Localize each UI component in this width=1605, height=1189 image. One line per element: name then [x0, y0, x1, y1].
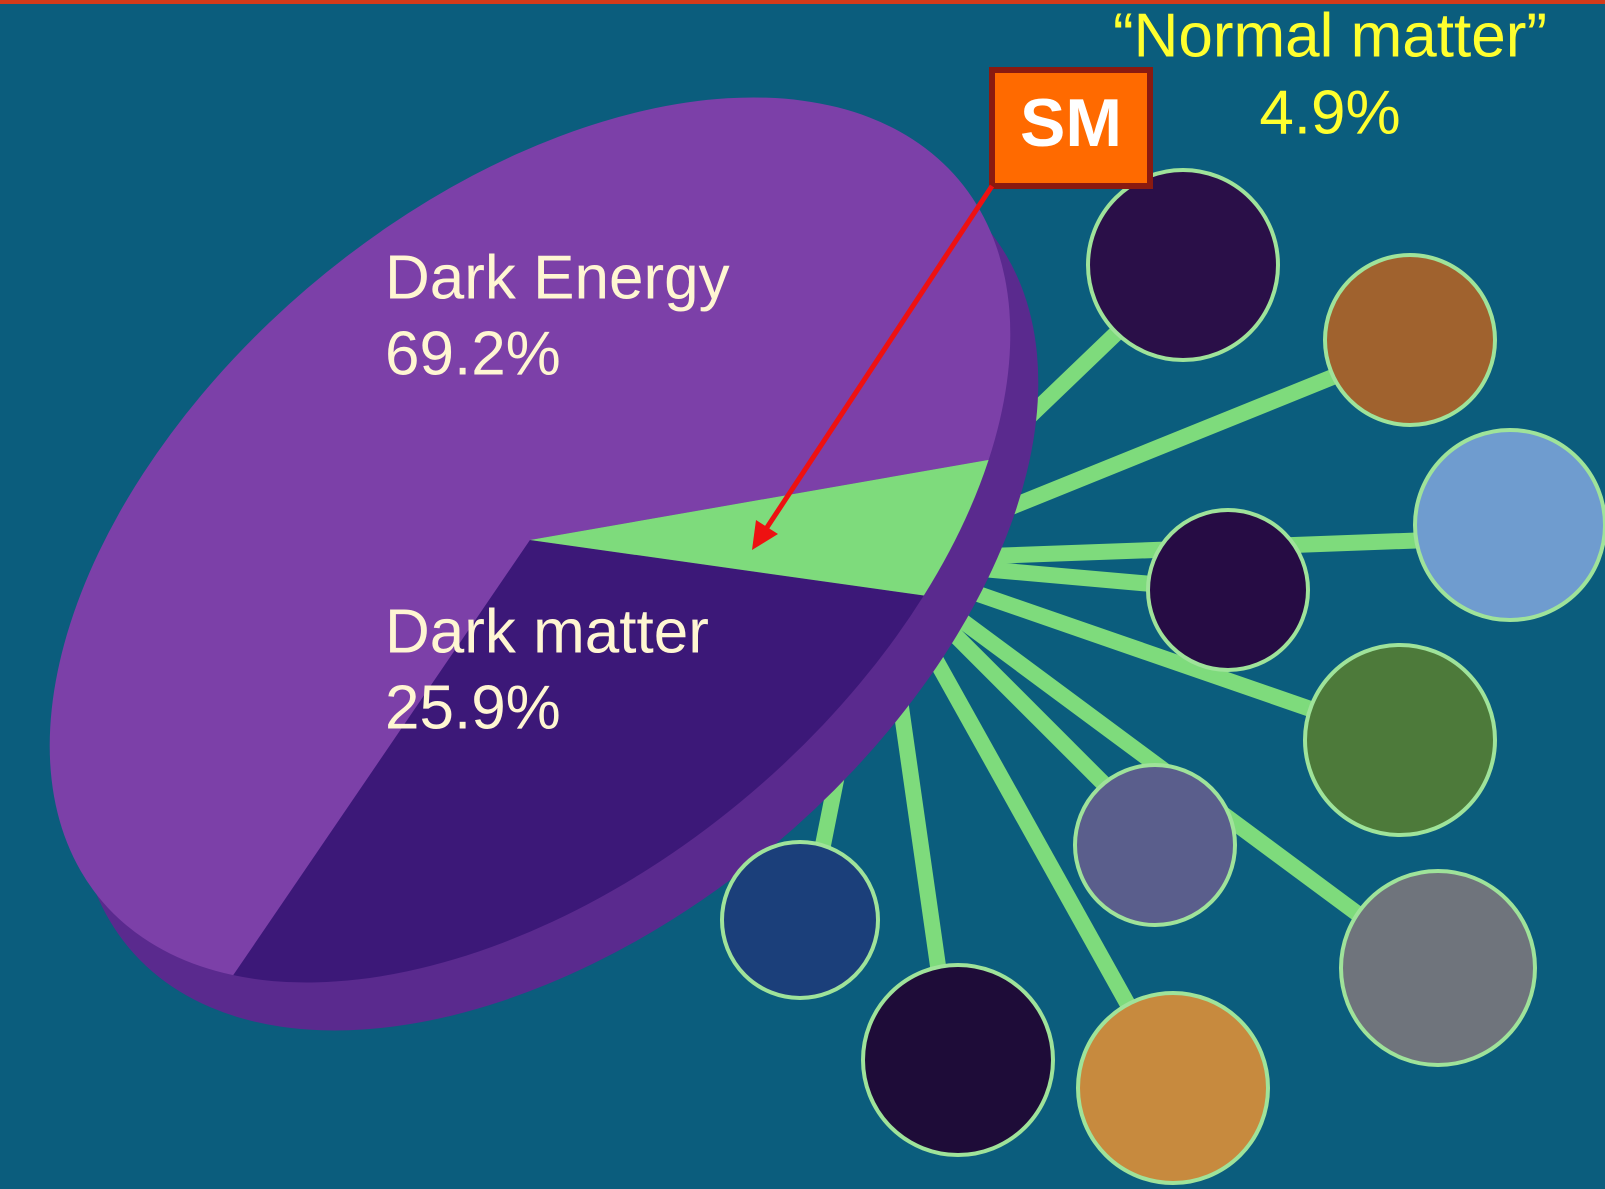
category-label: Dark matter	[385, 597, 709, 666]
pie-slice	[233, 540, 924, 983]
arrow	[759, 184, 995, 537]
pie-slice	[49, 97, 1011, 976]
value-label: 4.9%	[1259, 78, 1400, 147]
arrow-head	[752, 520, 778, 550]
value-label: 25.9%	[385, 673, 561, 742]
value-label: 69.2%	[385, 319, 561, 388]
category-label: Dark Energy	[385, 243, 730, 312]
annotation: SM	[1020, 85, 1122, 161]
icons	[720, 168, 1605, 1185]
category-label: “Normal matter”	[1113, 1, 1547, 70]
top-rule	[0, 0, 1605, 4]
sm-box	[989, 67, 1153, 189]
